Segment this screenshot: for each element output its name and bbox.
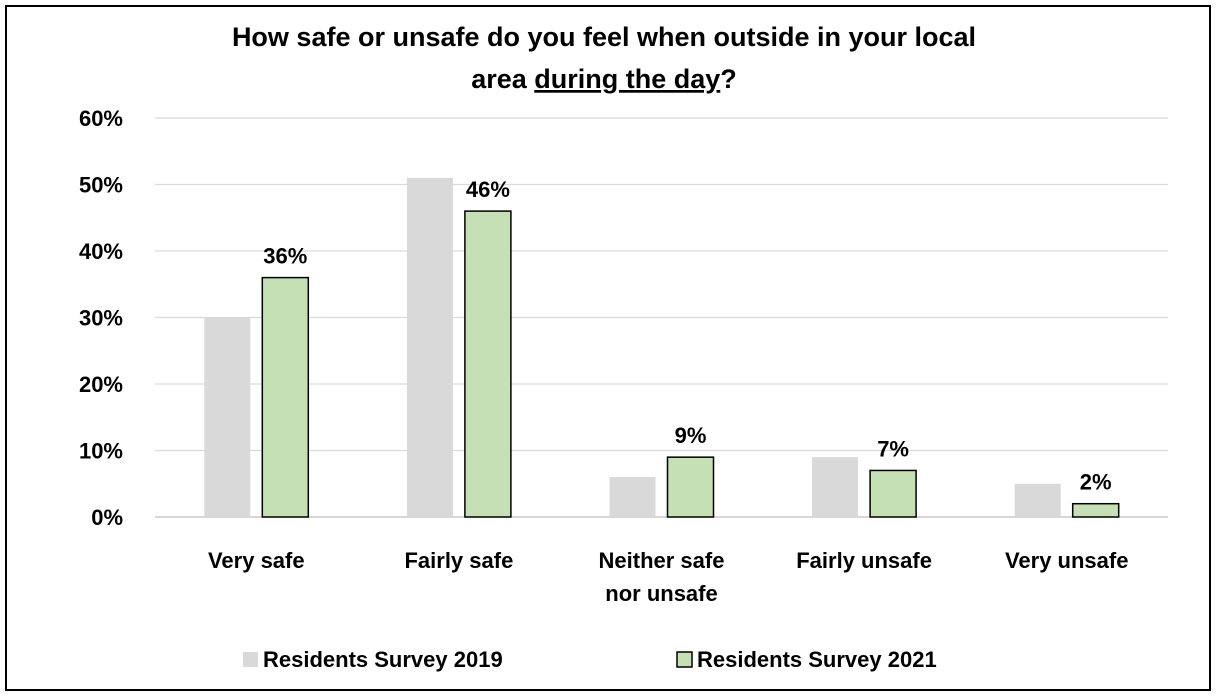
legend: Residents Survey 2019 Residents Survey 20… [243, 647, 937, 672]
chart-title-underlined: during the day [534, 64, 720, 94]
bar-2019 [204, 317, 251, 517]
bar-2021 [261, 276, 310, 518]
y-tick-label: 40% [79, 239, 123, 264]
legend-swatch-2019 [243, 652, 258, 667]
x-category-label: Neither safe [599, 548, 725, 573]
x-axis-categories: Very safe Fairly safe Neither safe nor unsa… [208, 548, 1128, 606]
legend-swatch-2021 [676, 651, 693, 668]
data-label-2021: 46% [466, 177, 510, 202]
y-tick-label: 60% [79, 106, 123, 131]
bar-2019 [609, 477, 656, 517]
y-tick-label: 30% [79, 306, 123, 331]
legend-label-2019: Residents Survey 2019 [263, 647, 503, 672]
x-category-label: Fairly safe [404, 548, 513, 573]
bar-2019 [406, 177, 453, 517]
y-axis-ticks: 0% 10% 20% 30% 40% 50% 60% [79, 106, 123, 530]
chart-title-line2: area during the day? [471, 64, 737, 94]
bars [204, 177, 1120, 518]
data-label-2021: 9% [675, 423, 707, 448]
x-category-label: Very safe [208, 548, 305, 573]
y-tick-label: 20% [79, 372, 123, 397]
x-category-label: nor unsafe [605, 581, 717, 606]
bar-2021 [666, 456, 715, 518]
chart-title-line1: How safe or unsafe do you feel when outs… [232, 22, 976, 52]
bar-2021 [869, 469, 917, 518]
data-label-2021: 36% [263, 244, 307, 269]
y-tick-label: 10% [79, 439, 123, 464]
data-label-2021: 2% [1080, 470, 1112, 495]
data-labels: 36% 46% 9% 7% 2% [263, 177, 1111, 495]
bar-2021 [1071, 502, 1120, 518]
x-category-label: Fairly unsafe [796, 548, 932, 573]
y-tick-label: 50% [79, 173, 123, 198]
bar-2021 [464, 210, 512, 518]
y-tick-label: 0% [91, 505, 123, 530]
chart-title-prefix: area [471, 64, 534, 94]
legend-label-2021: Residents Survey 2021 [697, 647, 937, 672]
bar-2019 [812, 457, 859, 517]
gridlines [155, 117, 1168, 518]
x-category-label: Very unsafe [1005, 548, 1129, 573]
bar-2019 [1014, 483, 1061, 517]
chart-title-suffix: ? [720, 64, 737, 94]
data-label-2021: 7% [877, 436, 909, 461]
